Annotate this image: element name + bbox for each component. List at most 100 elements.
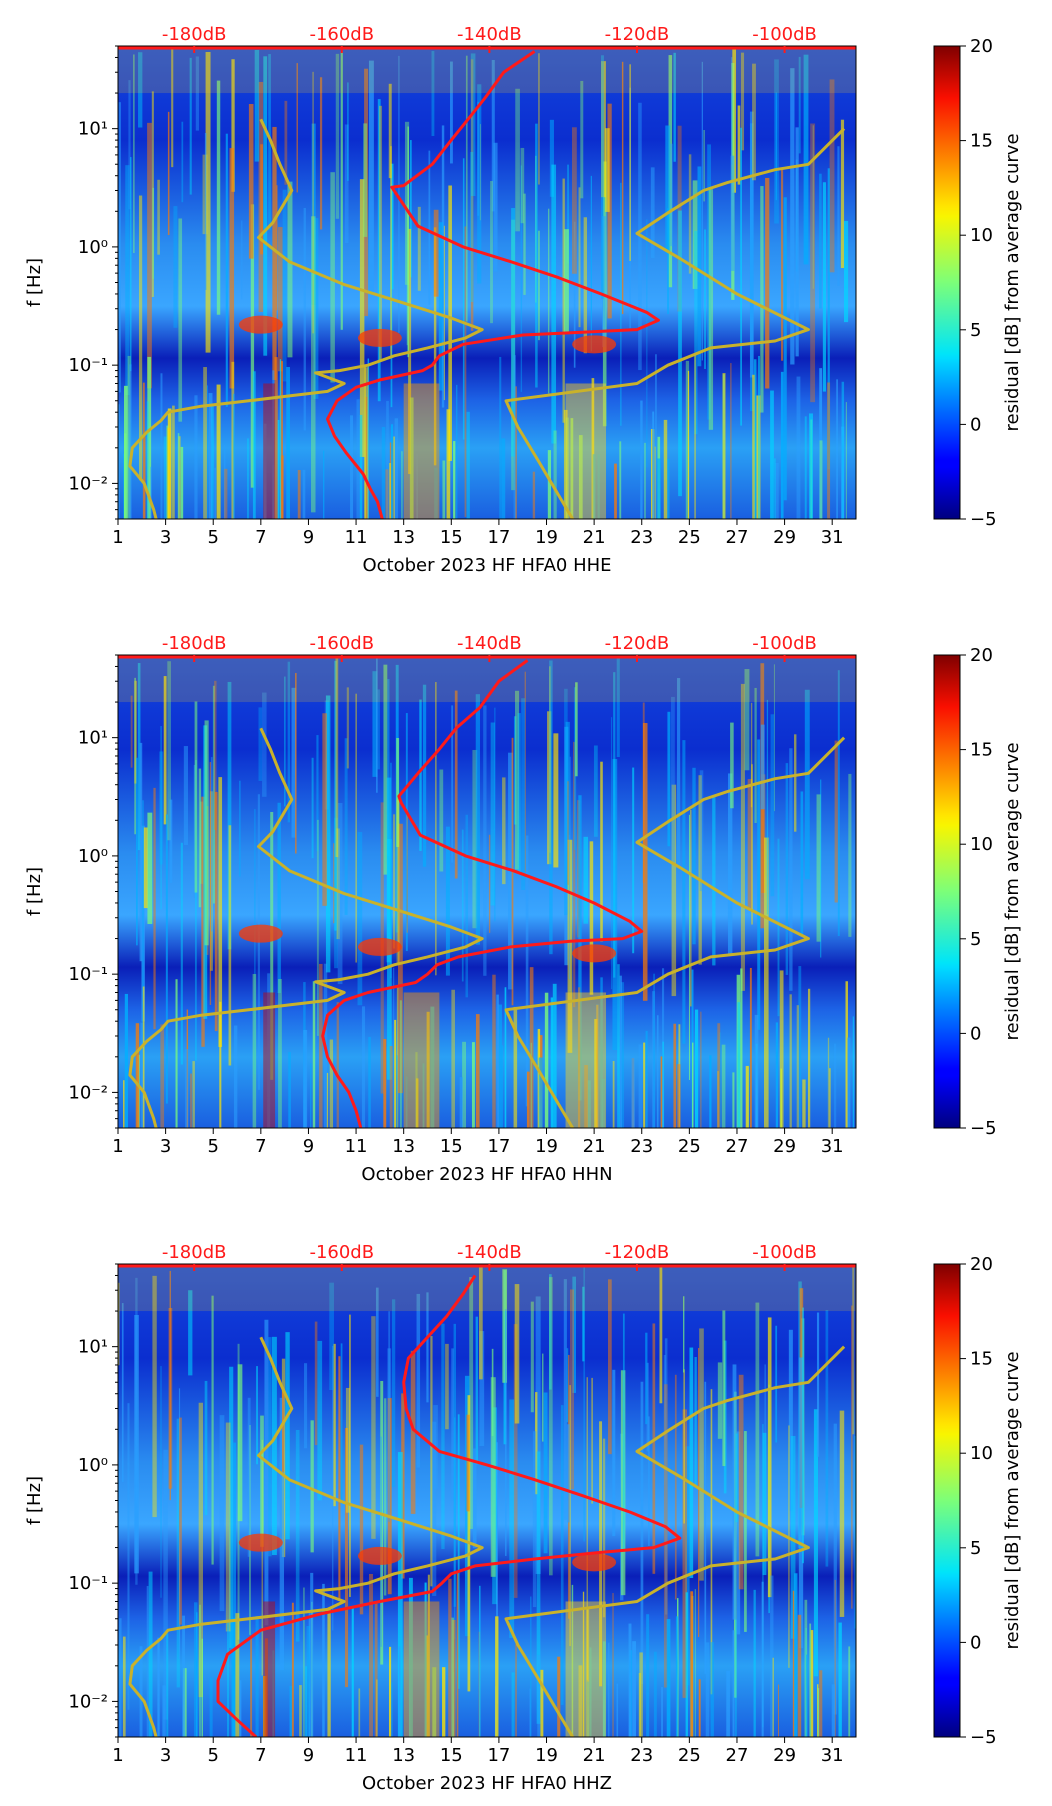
x-tick-label: 1 <box>112 527 123 548</box>
x-tick-label: 13 <box>392 527 415 548</box>
x-tick-label: 13 <box>392 1745 415 1766</box>
y-tick-label: 10⁰ <box>78 237 108 258</box>
y-axis-label: f [Hz] <box>24 867 45 916</box>
x-axis-label: October 2023 HF HFA0 HHZ <box>362 1773 612 1794</box>
x-tick-label: 31 <box>821 1745 844 1766</box>
spectrogram-heatmap <box>118 655 856 1128</box>
x-tick-label: 29 <box>773 1136 796 1157</box>
colorbar-label: residual [dB] from average curve <box>1002 1351 1023 1649</box>
x-tick-label: 9 <box>303 1745 314 1766</box>
spectrogram-heatmap <box>118 1264 856 1737</box>
db-tick-label: -140dB <box>457 1242 522 1263</box>
x-tick-label: 7 <box>255 1745 266 1766</box>
db-tick-label: -160dB <box>309 24 374 45</box>
y-tick-label: 10¹ <box>78 728 108 749</box>
x-tick-label: 9 <box>303 1136 314 1157</box>
colorbar-tick-label: 15 <box>970 131 993 152</box>
db-tick-label: -120dB <box>605 24 670 45</box>
colorbar-label: residual [dB] from average curve <box>1002 133 1023 431</box>
x-tick-label: 21 <box>583 1745 606 1766</box>
colorbar <box>933 654 961 1129</box>
y-axis-label: f [Hz] <box>24 1476 45 1525</box>
x-tick-label: 23 <box>630 527 653 548</box>
colorbar-tick-label: −5 <box>970 509 997 530</box>
red-psd-curve-hhe <box>326 50 660 519</box>
x-tick-label: 11 <box>345 1136 368 1157</box>
colorbar-tick-label: 20 <box>970 36 993 57</box>
y-tick-label: 10⁻¹ <box>68 1573 108 1594</box>
colorbar-tick-label: 20 <box>970 1254 993 1275</box>
x-tick-label: 23 <box>630 1136 653 1157</box>
x-tick-label: 17 <box>487 527 510 548</box>
x-tick-label: 29 <box>773 1745 796 1766</box>
x-tick-label: 3 <box>160 1745 171 1766</box>
y-tick-label: 10⁻² <box>68 1082 108 1103</box>
db-tick-label: -100dB <box>752 1242 817 1263</box>
yellow-noise-model-curve-1-hhz <box>128 1336 484 1737</box>
x-axis-label: October 2023 HF HFA0 HHE <box>362 555 611 576</box>
y-tick-label: 10⁻¹ <box>68 355 108 376</box>
colorbar-tick-label: −5 <box>970 1118 997 1139</box>
yellow-noise-model-curve-1-hhn <box>128 727 484 1128</box>
db-tick-label: -180dB <box>162 1242 227 1263</box>
db-tick-label: -140dB <box>457 24 522 45</box>
colorbar-label: residual [dB] from average curve <box>1002 742 1023 1040</box>
db-tick-label: -180dB <box>162 24 227 45</box>
x-tick-label: 27 <box>726 1136 749 1157</box>
x-tick-label: 15 <box>440 1136 463 1157</box>
y-tick-label: 10⁰ <box>78 1455 108 1476</box>
x-tick-label: 7 <box>255 1136 266 1157</box>
db-tick-label: -180dB <box>162 633 227 654</box>
colorbar-tick-label: 10 <box>970 225 993 246</box>
x-tick-label: 31 <box>821 1136 844 1157</box>
x-tick-label: 11 <box>345 527 368 548</box>
db-tick-label: -100dB <box>752 24 817 45</box>
x-tick-label: 29 <box>773 527 796 548</box>
colorbar-tick-label: 10 <box>970 1443 993 1464</box>
colorbar-tick-label: −5 <box>970 1727 997 1748</box>
yellow-noise-model-curve-2-hhz <box>504 1345 846 1737</box>
x-tick-label: 17 <box>487 1745 510 1766</box>
colorbar-tick-label: 5 <box>970 320 981 341</box>
x-tick-label: 19 <box>535 1136 558 1157</box>
x-tick-label: 17 <box>487 1136 510 1157</box>
x-tick-label: 25 <box>678 527 701 548</box>
x-tick-label: 19 <box>535 1745 558 1766</box>
y-tick-label: 10⁻² <box>68 1691 108 1712</box>
x-tick-label: 9 <box>303 527 314 548</box>
x-tick-label: 27 <box>726 1745 749 1766</box>
y-axis-label: f [Hz] <box>24 258 45 307</box>
x-tick-label: 5 <box>207 1136 218 1157</box>
y-tick-label: 10⁻¹ <box>68 964 108 985</box>
colorbar-tick-label: 5 <box>970 1538 981 1559</box>
x-tick-label: 19 <box>535 527 558 548</box>
colorbar-tick-label: 20 <box>970 645 993 666</box>
x-tick-label: 11 <box>345 1745 368 1766</box>
y-tick-label: 10⁰ <box>78 846 108 867</box>
colorbar <box>933 45 961 520</box>
spectrogram-heatmap <box>118 46 856 519</box>
yellow-noise-model-curve-1-hhe <box>128 118 484 519</box>
colorbar-tick-label: 0 <box>970 1023 981 1044</box>
y-tick-label: 10⁻² <box>68 473 108 494</box>
colorbar-tick-label: 10 <box>970 834 993 855</box>
yellow-noise-model-curve-2-hhe <box>504 127 846 519</box>
y-tick-label: 10¹ <box>78 1337 108 1358</box>
db-tick-label: -120dB <box>605 1242 670 1263</box>
yellow-noise-model-curve-2-hhn <box>504 736 846 1128</box>
x-tick-label: 1 <box>112 1136 123 1157</box>
colorbar-tick-label: 15 <box>970 1349 993 1370</box>
db-tick-label: -120dB <box>605 633 670 654</box>
y-tick-label: 10¹ <box>78 119 108 140</box>
colorbar-tick-label: 0 <box>970 414 981 435</box>
x-tick-label: 5 <box>207 1745 218 1766</box>
colorbar-tick-label: 5 <box>970 929 981 950</box>
x-tick-label: 7 <box>255 527 266 548</box>
x-tick-label: 25 <box>678 1745 701 1766</box>
x-tick-label: 23 <box>630 1745 653 1766</box>
x-tick-label: 25 <box>678 1136 701 1157</box>
db-tick-label: -160dB <box>309 633 374 654</box>
